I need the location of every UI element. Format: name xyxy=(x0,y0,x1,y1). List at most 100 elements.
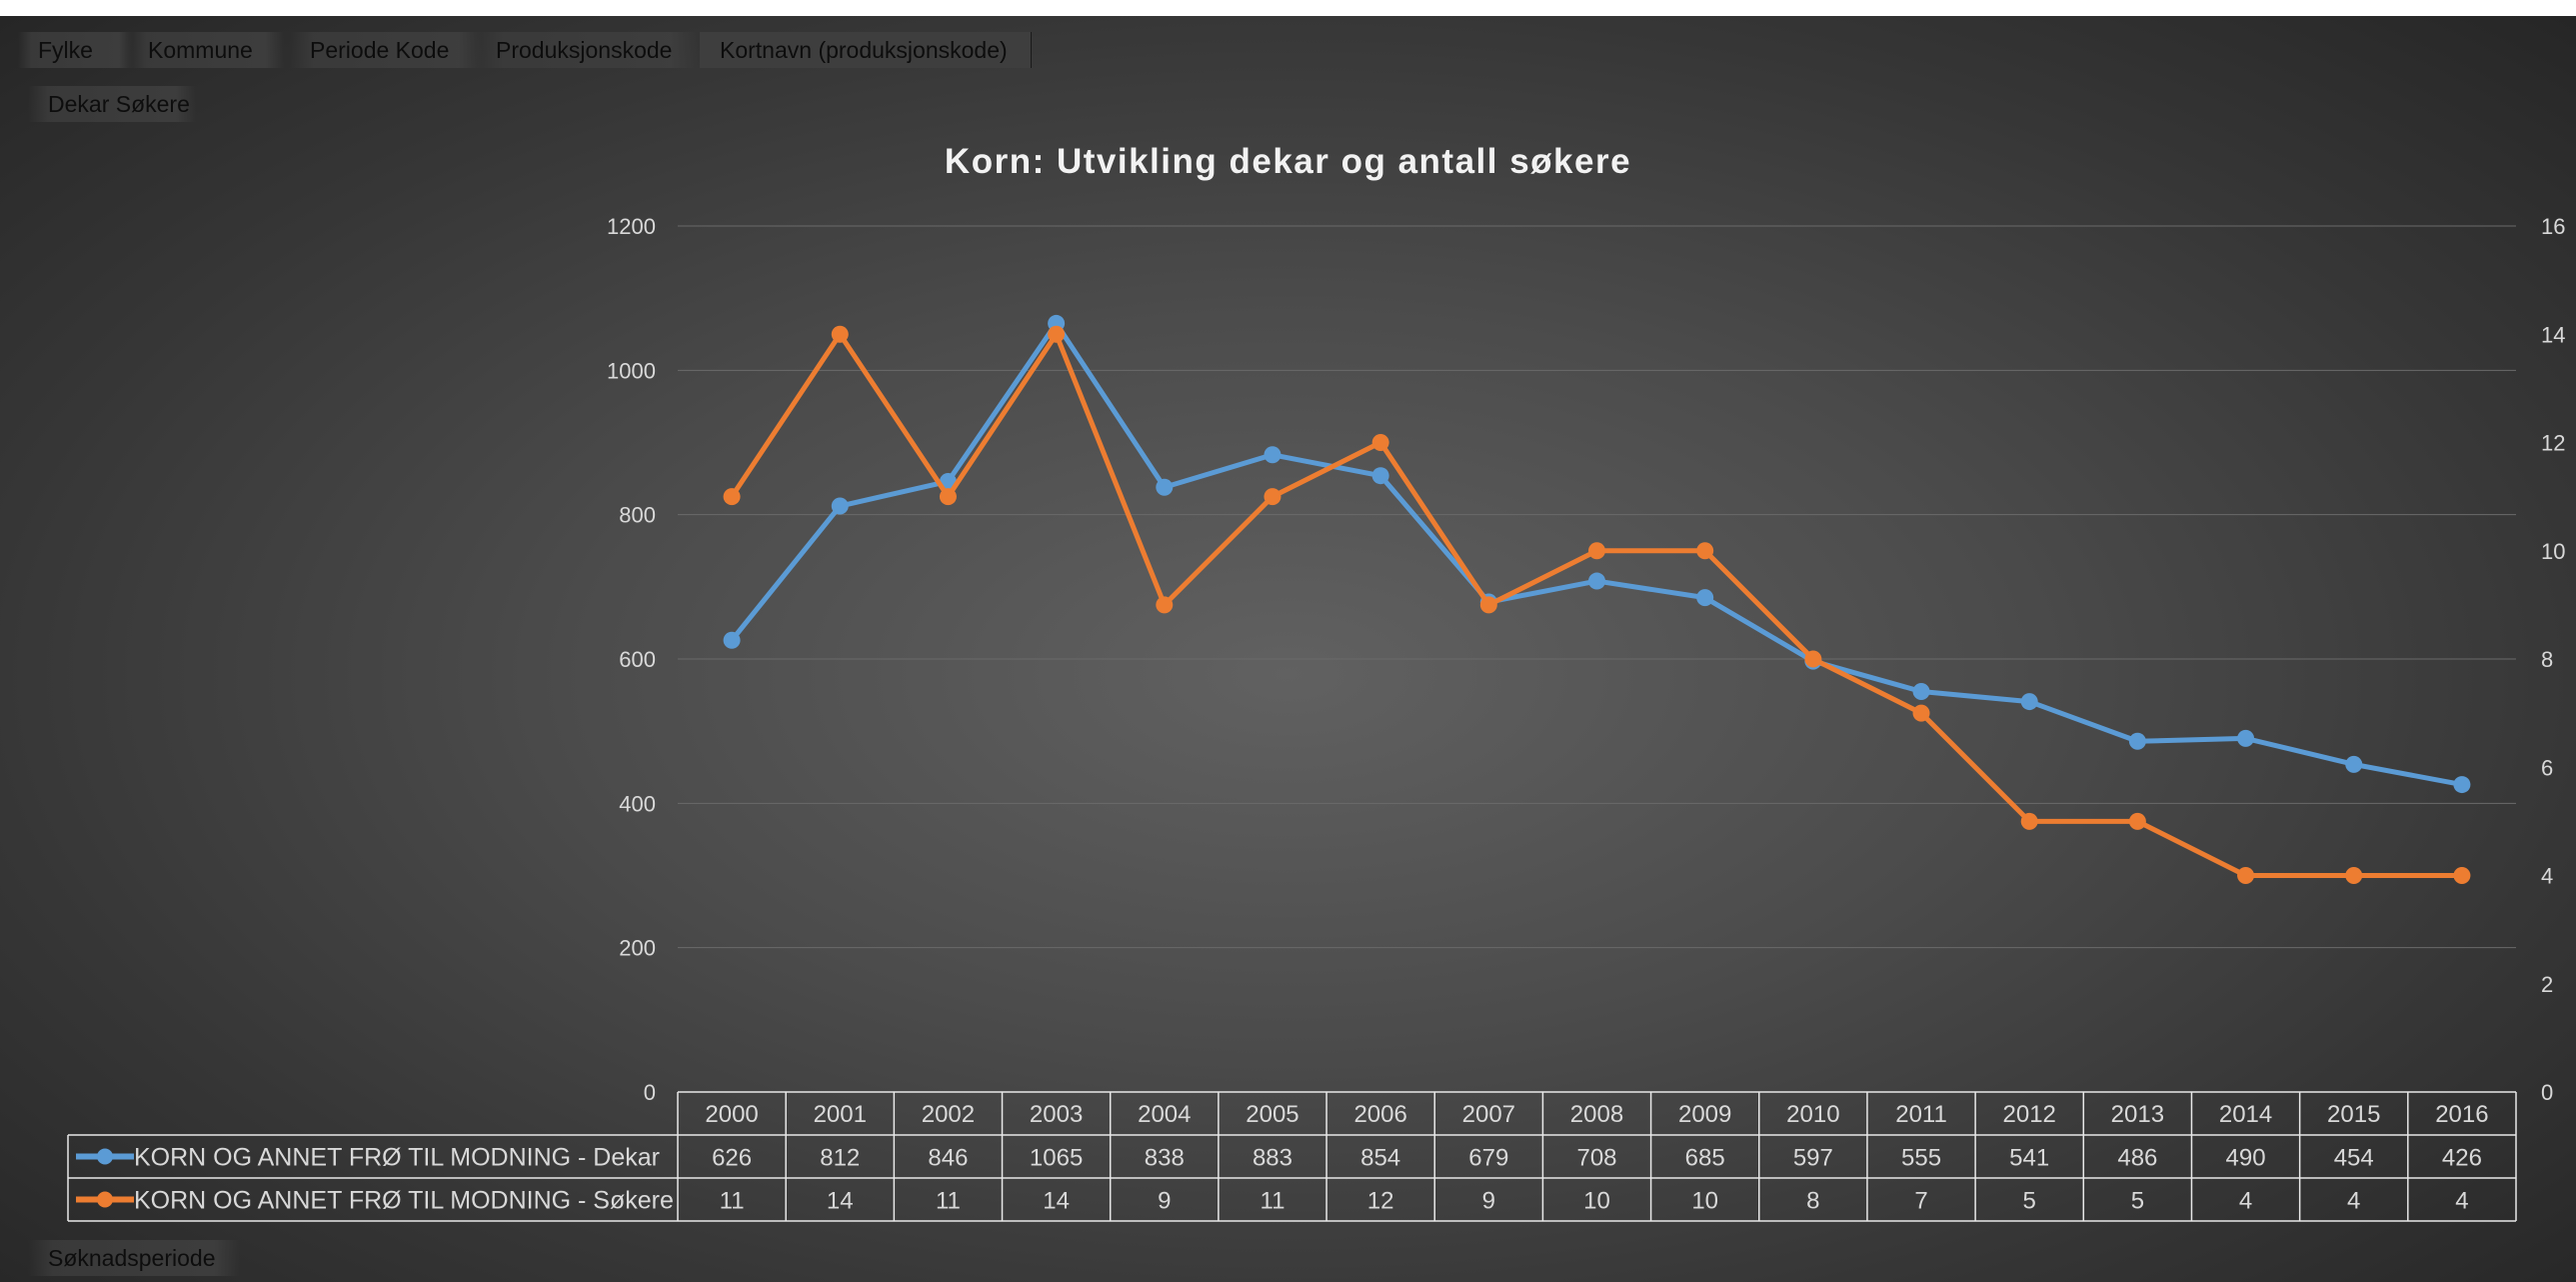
data-point xyxy=(2237,729,2255,747)
y-left-tick-label: 1000 xyxy=(607,358,656,383)
y-right-tick-label: 12 xyxy=(2541,431,2565,456)
data-point xyxy=(723,488,741,506)
x-category-label: 2005 xyxy=(1246,1101,1298,1128)
y-right-tick-label: 14 xyxy=(2541,322,2565,347)
data-table-value: 883 xyxy=(1253,1145,1292,1172)
data-point xyxy=(2128,732,2146,750)
pivot-chart-area: Fylke Kommune Periode Kode Produksjonsko… xyxy=(0,16,2576,1282)
data-table-value: 486 xyxy=(2117,1145,2157,1172)
data-table-value: 555 xyxy=(1901,1145,1941,1172)
data-point xyxy=(1264,488,1282,506)
data-table-value: 9 xyxy=(1482,1188,1495,1215)
data-table-value: 4 xyxy=(2455,1188,2468,1215)
data-point xyxy=(1588,572,1605,590)
data-table-value: 4 xyxy=(2347,1188,2360,1215)
filter-field-kommune[interactable]: Kommune xyxy=(128,32,284,68)
data-point xyxy=(831,325,849,343)
y-left-tick-label: 1200 xyxy=(607,214,656,239)
data-table-value: 10 xyxy=(1691,1188,1718,1215)
data-table-value: 7 xyxy=(1914,1188,1927,1215)
data-table-value: 5 xyxy=(2023,1188,2036,1215)
data-point xyxy=(939,472,957,490)
data-point xyxy=(1479,596,1497,614)
data-table-value: 14 xyxy=(1043,1188,1070,1215)
data-point xyxy=(1264,446,1282,464)
x-category-label: 2002 xyxy=(922,1101,975,1128)
data-table-value: 14 xyxy=(827,1188,854,1215)
data-point xyxy=(2453,776,2471,794)
data-point xyxy=(1912,704,1930,722)
data-table-value: 812 xyxy=(820,1145,860,1172)
data-point xyxy=(939,488,957,506)
data-table-value: 838 xyxy=(1145,1145,1185,1172)
y-right-tick-label: 8 xyxy=(2541,647,2553,672)
y-right-tick-label: 4 xyxy=(2541,864,2553,889)
data-table-value: 846 xyxy=(928,1145,968,1172)
data-table-value: 11 xyxy=(936,1188,961,1215)
values-field-button[interactable]: Dekar Søkere xyxy=(28,86,196,122)
data-point xyxy=(1804,650,1822,668)
data-point xyxy=(1048,325,1066,343)
x-category-label: 2001 xyxy=(814,1101,867,1128)
data-table-value: 490 xyxy=(2226,1145,2266,1172)
filter-field-fylke[interactable]: Fylke xyxy=(18,32,133,68)
data-point xyxy=(831,497,849,515)
data-table-value: 5 xyxy=(2131,1188,2144,1215)
legend-key-marker xyxy=(97,1191,113,1208)
data-point xyxy=(2020,812,2038,830)
data-table-value: 1065 xyxy=(1030,1145,1083,1172)
data-point xyxy=(1156,478,1174,496)
y-right-tick-label: 10 xyxy=(2541,539,2565,564)
x-category-label: 2004 xyxy=(1138,1101,1191,1128)
y-right-tick-label: 0 xyxy=(2541,1080,2553,1105)
x-category-label: 2007 xyxy=(1462,1101,1515,1128)
x-category-label: 2000 xyxy=(705,1101,758,1128)
x-category-label: 2014 xyxy=(2219,1101,2272,1128)
data-table-value: 426 xyxy=(2442,1145,2482,1172)
filter-field-produksjonskode[interactable]: Produksjonskode xyxy=(476,32,698,68)
data-point xyxy=(1371,467,1389,485)
x-category-label: 2009 xyxy=(1678,1101,1731,1128)
data-point xyxy=(1912,682,1930,700)
legend-series-label: KORN OG ANNET FRØ TIL MODNING - Dekar xyxy=(134,1144,660,1172)
y-left-tick-label: 400 xyxy=(619,791,656,816)
data-table-value: 854 xyxy=(1360,1145,1400,1172)
data-table-value: 597 xyxy=(1793,1145,1833,1172)
data-table-value: 12 xyxy=(1367,1188,1394,1215)
data-table-value: 11 xyxy=(720,1188,745,1215)
data-point xyxy=(1696,589,1714,607)
data-table-value: 11 xyxy=(1261,1188,1286,1215)
x-category-label: 2012 xyxy=(2003,1101,2056,1128)
x-category-label: 2003 xyxy=(1030,1101,1083,1128)
line-chart: 0 200 400 600 800 1000 1200 0 2 4 6 8 10 12 14 16 2000 20… xyxy=(67,214,2565,1222)
x-category-label: 2015 xyxy=(2327,1101,2380,1128)
filter-field-periode-kode[interactable]: Periode Kode xyxy=(290,32,482,68)
data-table-value: 454 xyxy=(2334,1145,2374,1172)
data-table-value: 541 xyxy=(2009,1145,2049,1172)
y-left-tick-label: 0 xyxy=(644,1080,656,1105)
data-point xyxy=(1696,542,1714,560)
data-point xyxy=(2345,867,2363,884)
data-point xyxy=(2237,867,2255,884)
data-table-value: 4 xyxy=(2239,1188,2252,1215)
y-left-tick-label: 800 xyxy=(619,503,656,528)
data-table-value: 9 xyxy=(1158,1188,1171,1215)
data-point xyxy=(2020,693,2038,711)
data-point xyxy=(1371,434,1389,451)
x-category-label: 2006 xyxy=(1353,1101,1406,1128)
data-table-value: 708 xyxy=(1576,1145,1616,1172)
x-category-label: 2010 xyxy=(1786,1101,1839,1128)
data-table-value: 8 xyxy=(1806,1188,1819,1215)
axis-field-button[interactable]: Søknadsperiode xyxy=(28,1240,240,1276)
y-right-tick-label: 2 xyxy=(2541,972,2553,997)
data-point xyxy=(1156,596,1174,614)
data-point xyxy=(2345,755,2363,773)
x-category-label: 2013 xyxy=(2111,1101,2164,1128)
y-left-tick-label: 600 xyxy=(619,647,656,672)
filter-field-kortnavn[interactable]: Kortnavn (produksjonskode) xyxy=(700,32,1032,68)
x-category-label: 2011 xyxy=(1895,1101,1947,1128)
legend-key-marker xyxy=(97,1148,113,1165)
data-table-value: 10 xyxy=(1583,1188,1610,1215)
chart-title: Korn: Utvikling dekar og antall søkere xyxy=(944,142,1632,181)
data-table-value: 679 xyxy=(1468,1145,1508,1172)
